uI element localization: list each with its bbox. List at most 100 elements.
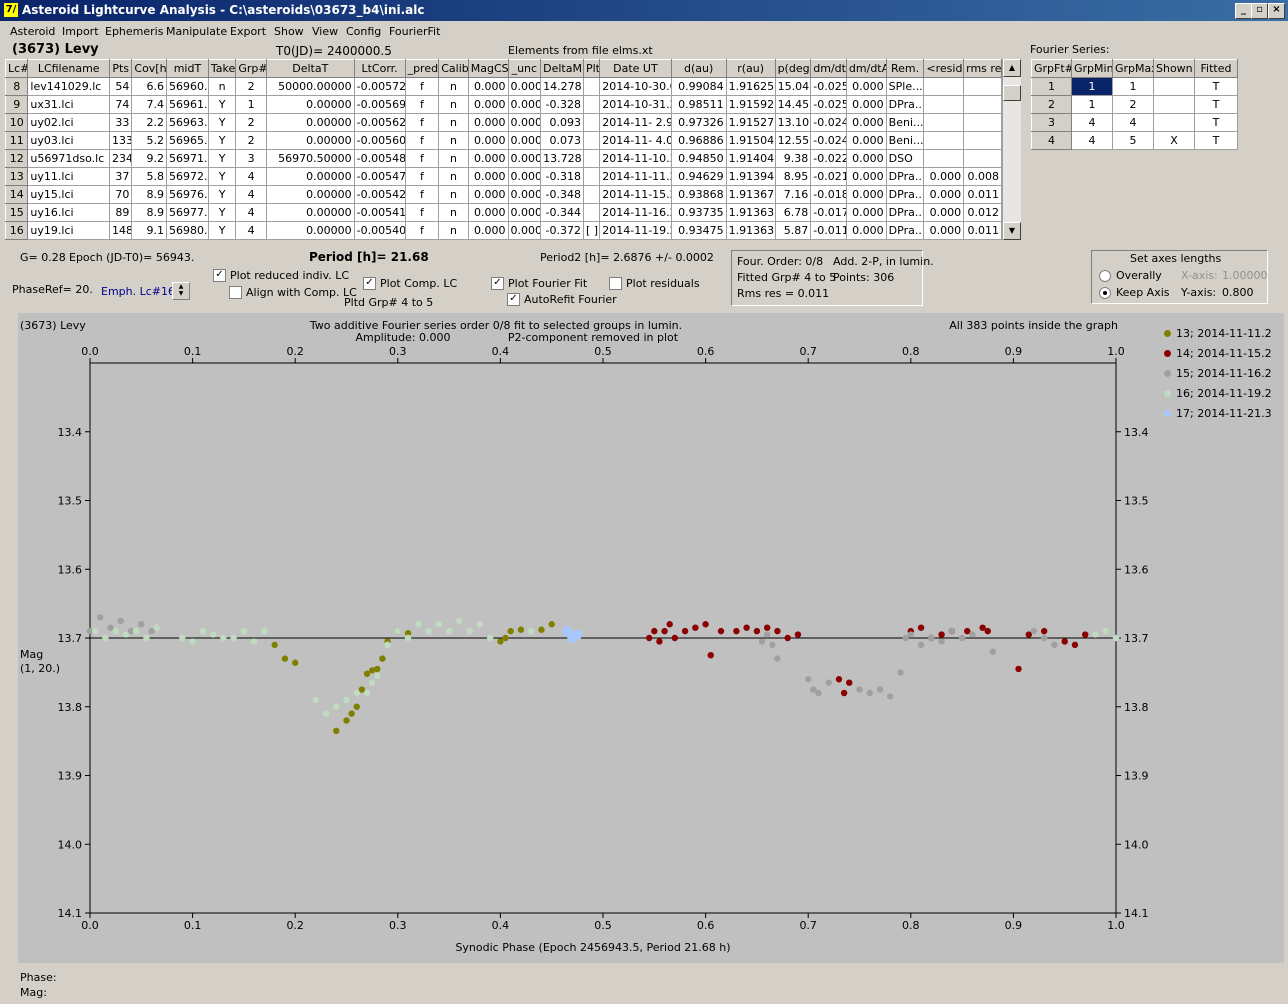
lc-table-row[interactable]: 12u56971dso.lc2349.256971.3Y356970.50000…: [4, 149, 1002, 168]
lc-cell[interactable]: -0.022: [810, 149, 847, 168]
lc-cell[interactable]: 0.000: [845, 221, 887, 240]
lc-cell[interactable]: 8.9: [131, 203, 168, 222]
lc-cell[interactable]: 14.45: [774, 95, 812, 114]
lc-cell[interactable]: Y: [207, 149, 237, 168]
lc-table-row[interactable]: 8lev141029.lc546.656960.0n250000.00000-0…: [4, 77, 1002, 96]
lc-cell[interactable]: 2014-11- 4.0: [599, 131, 672, 150]
lc-column-header[interactable]: Calib.: [438, 59, 469, 78]
lc-cell[interactable]: f: [404, 77, 440, 96]
lc-cell[interactable]: 4: [235, 167, 267, 186]
fourier-cell[interactable]: [1153, 95, 1195, 114]
lc-cell[interactable]: n: [438, 185, 469, 204]
lc-cell[interactable]: n: [438, 113, 469, 132]
lc-cell[interactable]: 0.00000: [265, 113, 355, 132]
lc-cell[interactable]: 148: [108, 221, 133, 240]
lc-cell[interactable]: [923, 149, 965, 168]
lc-column-header[interactable]: Plt: [582, 59, 601, 78]
lc-cell[interactable]: u56971dso.lc: [27, 149, 110, 168]
lc-cell[interactable]: [923, 77, 965, 96]
lc-cell[interactable]: -0.328: [540, 95, 584, 114]
lc-cell[interactable]: -0.00562: [353, 113, 406, 132]
lc-column-header[interactable]: Date UT: [599, 59, 672, 78]
lc-cell[interactable]: 4: [235, 203, 267, 222]
menu-asteroid[interactable]: Asteroid: [10, 25, 56, 38]
lc-cell[interactable]: 0.011: [963, 185, 1002, 204]
lc-cell[interactable]: Y: [207, 95, 237, 114]
lc-cell[interactable]: 1.91363: [725, 203, 776, 222]
lc-cell[interactable]: [ ]: [582, 221, 601, 240]
lc-cell[interactable]: [582, 203, 601, 222]
lc-cell[interactable]: Beni...: [885, 131, 925, 150]
lc-cell[interactable]: 6.78: [774, 203, 812, 222]
fourier-column-header[interactable]: Shown: [1153, 59, 1195, 78]
lc-cell[interactable]: 0.98511: [670, 95, 727, 114]
plot-fourier-checkbox[interactable]: ✓: [491, 277, 504, 290]
lc-cell[interactable]: 0.93735: [670, 203, 727, 222]
lc-cell[interactable]: f: [404, 185, 440, 204]
plot-comp-checkbox[interactable]: ✓: [363, 277, 376, 290]
lc-cell[interactable]: 50000.00000: [265, 77, 355, 96]
row-header[interactable]: 15: [4, 203, 29, 222]
lc-column-header[interactable]: Pts: [108, 59, 133, 78]
lc-cell[interactable]: [963, 113, 1002, 132]
lc-cell[interactable]: 0.000: [923, 185, 965, 204]
lc-cell[interactable]: -0.024: [810, 113, 847, 132]
lc-cell[interactable]: 0.000: [467, 113, 509, 132]
lc-cell[interactable]: [582, 113, 601, 132]
lc-cell[interactable]: n: [438, 77, 469, 96]
lc-cell[interactable]: n: [438, 203, 469, 222]
row-header[interactable]: 4: [1031, 131, 1072, 150]
lc-cell[interactable]: 74: [108, 95, 133, 114]
lc-cell[interactable]: 1.91625: [725, 77, 776, 96]
lc-cell[interactable]: 2014-11-10.3: [599, 149, 672, 168]
lc-cell[interactable]: 56980.2: [166, 221, 209, 240]
lc-cell[interactable]: 13.10: [774, 113, 812, 132]
lc-cell[interactable]: 0.000: [507, 77, 542, 96]
lc-cell[interactable]: 2014-11-15.2: [599, 185, 672, 204]
lc-cell[interactable]: 0.000: [467, 131, 509, 150]
lc-cell[interactable]: 2014-10-30.0: [599, 77, 672, 96]
lc-cell[interactable]: Y: [207, 221, 237, 240]
menu-export[interactable]: Export: [230, 25, 267, 38]
menu-ephemeris[interactable]: Ephemeris: [105, 25, 164, 38]
lc-cell[interactable]: 2: [235, 131, 267, 150]
lc-cell[interactable]: 12.55: [774, 131, 812, 150]
lc-cell[interactable]: 56961.2: [166, 95, 209, 114]
scroll-thumb[interactable]: [1003, 85, 1021, 101]
lc-cell[interactable]: n: [438, 95, 469, 114]
scroll-up-arrow-icon[interactable]: ▲: [1003, 59, 1021, 77]
lc-column-header[interactable]: _unc: [507, 59, 542, 78]
lc-cell[interactable]: 33: [108, 113, 133, 132]
row-header[interactable]: 2: [1031, 95, 1072, 114]
minimize-button[interactable]: _: [1235, 3, 1252, 19]
lc-cell[interactable]: -0.00572: [353, 77, 406, 96]
lc-cell[interactable]: f: [404, 131, 440, 150]
lc-cell[interactable]: [582, 149, 601, 168]
lc-cell[interactable]: 0.000: [467, 185, 509, 204]
lc-column-header[interactable]: r(au): [725, 59, 776, 78]
lc-cell[interactable]: -0.318: [540, 167, 584, 186]
lc-cell[interactable]: 2: [235, 77, 267, 96]
lc-cell[interactable]: 0.000: [845, 113, 887, 132]
lc-cell[interactable]: uy02.lci: [27, 113, 110, 132]
row-header[interactable]: 3: [1031, 113, 1072, 132]
lc-cell[interactable]: 0.00000: [265, 203, 355, 222]
lc-cell[interactable]: 9.1: [131, 221, 168, 240]
lc-cell[interactable]: 2014-11-11.2: [599, 167, 672, 186]
lc-cell[interactable]: 2014-11-19.2: [599, 221, 672, 240]
lc-cell[interactable]: 0.000: [507, 167, 542, 186]
lc-cell[interactable]: 0.093: [540, 113, 584, 132]
lc-cell[interactable]: 2: [235, 113, 267, 132]
lc-cell[interactable]: lev141029.lc: [27, 77, 110, 96]
lc-cell[interactable]: 0.000: [467, 95, 509, 114]
overally-radio[interactable]: [1099, 270, 1111, 282]
lc-cell[interactable]: 0.000: [467, 203, 509, 222]
lc-column-header[interactable]: LtCorr.: [353, 59, 406, 78]
lc-cell[interactable]: f: [404, 167, 440, 186]
align-checkbox[interactable]: [229, 286, 242, 299]
lc-cell[interactable]: 4: [235, 221, 267, 240]
menu-fourierfit[interactable]: FourierFit: [389, 25, 441, 38]
lc-cell[interactable]: -0.00541: [353, 203, 406, 222]
plot-residuals-checkbox[interactable]: [609, 277, 622, 290]
fourier-cell[interactable]: T: [1194, 131, 1238, 150]
